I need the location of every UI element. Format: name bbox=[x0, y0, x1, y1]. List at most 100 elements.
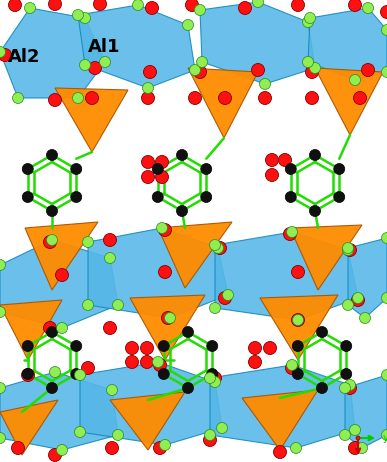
Circle shape bbox=[158, 340, 169, 352]
Circle shape bbox=[342, 243, 353, 254]
Circle shape bbox=[164, 312, 175, 323]
Circle shape bbox=[201, 192, 212, 202]
Circle shape bbox=[71, 340, 82, 352]
Circle shape bbox=[24, 2, 36, 13]
Circle shape bbox=[71, 164, 82, 175]
Circle shape bbox=[43, 322, 57, 334]
Circle shape bbox=[317, 383, 327, 394]
Circle shape bbox=[209, 377, 221, 388]
Circle shape bbox=[207, 340, 218, 352]
Circle shape bbox=[79, 12, 91, 24]
Polygon shape bbox=[158, 222, 232, 288]
Circle shape bbox=[264, 341, 276, 354]
Circle shape bbox=[154, 442, 166, 455]
Circle shape bbox=[310, 150, 320, 160]
Circle shape bbox=[382, 292, 387, 304]
Polygon shape bbox=[130, 295, 205, 360]
Circle shape bbox=[286, 359, 298, 371]
Circle shape bbox=[71, 192, 82, 202]
Circle shape bbox=[71, 369, 82, 379]
Circle shape bbox=[292, 369, 303, 379]
Circle shape bbox=[207, 369, 218, 379]
Circle shape bbox=[238, 1, 252, 14]
Circle shape bbox=[142, 170, 154, 183]
Circle shape bbox=[79, 60, 91, 71]
Circle shape bbox=[351, 293, 365, 306]
Circle shape bbox=[46, 206, 58, 217]
Circle shape bbox=[106, 442, 118, 455]
Circle shape bbox=[285, 192, 296, 202]
Circle shape bbox=[341, 340, 352, 352]
Circle shape bbox=[260, 79, 271, 90]
Polygon shape bbox=[260, 295, 338, 360]
Circle shape bbox=[214, 242, 226, 255]
Circle shape bbox=[142, 156, 154, 169]
Circle shape bbox=[285, 164, 296, 175]
Circle shape bbox=[82, 361, 94, 375]
Circle shape bbox=[344, 243, 356, 256]
Polygon shape bbox=[0, 372, 118, 450]
Circle shape bbox=[342, 299, 353, 310]
Circle shape bbox=[82, 237, 94, 248]
Circle shape bbox=[349, 442, 361, 455]
Polygon shape bbox=[25, 222, 98, 290]
Circle shape bbox=[50, 366, 60, 377]
Circle shape bbox=[156, 156, 168, 169]
Circle shape bbox=[48, 93, 62, 107]
Circle shape bbox=[209, 303, 221, 314]
Circle shape bbox=[142, 91, 154, 104]
Circle shape bbox=[334, 164, 345, 175]
Circle shape bbox=[104, 253, 115, 263]
Circle shape bbox=[212, 243, 224, 254]
Circle shape bbox=[183, 383, 194, 394]
Circle shape bbox=[185, 0, 199, 12]
Circle shape bbox=[259, 91, 272, 104]
Circle shape bbox=[125, 341, 139, 354]
Circle shape bbox=[156, 170, 168, 183]
Circle shape bbox=[190, 65, 200, 75]
Circle shape bbox=[209, 371, 221, 384]
Circle shape bbox=[286, 226, 298, 237]
Circle shape bbox=[219, 292, 231, 304]
Circle shape bbox=[291, 266, 305, 279]
Circle shape bbox=[339, 383, 351, 394]
Polygon shape bbox=[315, 68, 383, 135]
Circle shape bbox=[265, 169, 279, 182]
Circle shape bbox=[156, 223, 168, 233]
Circle shape bbox=[0, 47, 5, 57]
Text: Al2: Al2 bbox=[8, 48, 41, 66]
Polygon shape bbox=[80, 362, 222, 445]
Polygon shape bbox=[200, 2, 315, 84]
Circle shape bbox=[201, 164, 212, 175]
Circle shape bbox=[252, 63, 264, 77]
Circle shape bbox=[144, 66, 156, 79]
Polygon shape bbox=[55, 88, 128, 152]
Circle shape bbox=[363, 2, 373, 13]
Circle shape bbox=[382, 370, 387, 381]
Circle shape bbox=[0, 306, 5, 317]
Polygon shape bbox=[0, 240, 118, 328]
Polygon shape bbox=[0, 400, 58, 455]
Circle shape bbox=[291, 443, 301, 454]
Circle shape bbox=[132, 0, 144, 11]
Circle shape bbox=[305, 12, 315, 24]
Circle shape bbox=[146, 1, 159, 14]
Circle shape bbox=[344, 379, 356, 390]
Circle shape bbox=[317, 327, 327, 338]
Polygon shape bbox=[78, 5, 195, 88]
Circle shape bbox=[216, 423, 228, 433]
Circle shape bbox=[142, 83, 154, 93]
Circle shape bbox=[55, 268, 68, 281]
Circle shape bbox=[159, 224, 171, 237]
Circle shape bbox=[0, 432, 5, 444]
Circle shape bbox=[154, 359, 166, 371]
Circle shape bbox=[197, 56, 207, 67]
Circle shape bbox=[279, 153, 291, 166]
Circle shape bbox=[286, 361, 298, 375]
Circle shape bbox=[382, 232, 387, 243]
Circle shape bbox=[353, 91, 366, 104]
Circle shape bbox=[183, 327, 194, 338]
Circle shape bbox=[382, 430, 387, 440]
Circle shape bbox=[183, 19, 194, 30]
Polygon shape bbox=[0, 8, 105, 98]
